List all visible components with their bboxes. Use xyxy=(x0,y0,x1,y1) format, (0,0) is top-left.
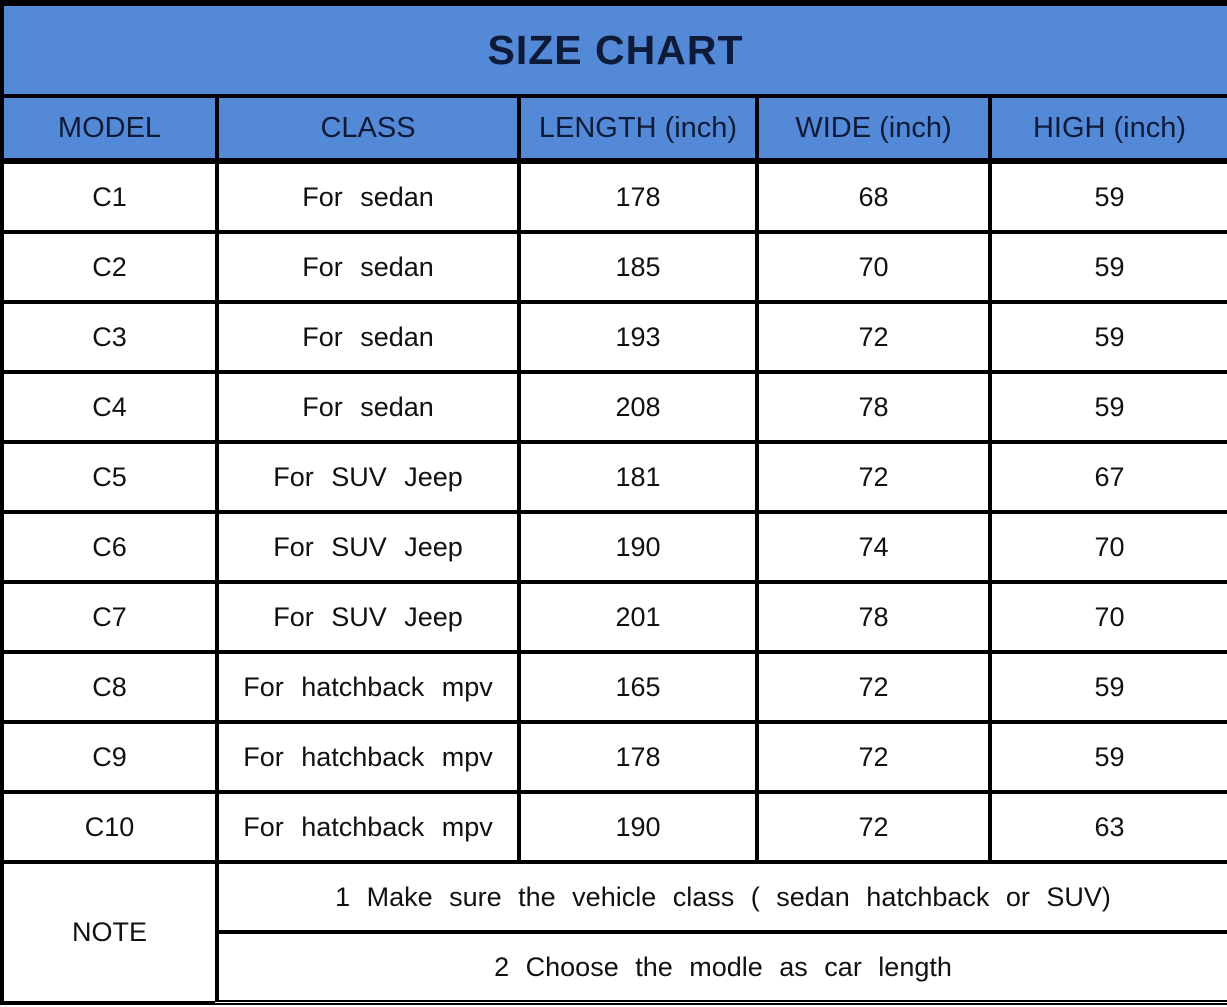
length-cell: 178 xyxy=(517,159,759,234)
model-cell: C5 xyxy=(0,440,219,514)
high-cell: 67 xyxy=(988,440,1227,514)
class-cell: For sedan xyxy=(215,230,521,304)
table-row: C9 For hatchback mpv 178 72 59 xyxy=(0,720,1227,794)
wide-cell: 70 xyxy=(755,230,992,304)
page-title: SIZE CHART xyxy=(0,0,1227,98)
wide-cell: 72 xyxy=(755,790,992,864)
table-row: C3 For sedan 193 72 59 xyxy=(0,300,1227,374)
class-cell: For SUV Jeep xyxy=(215,510,521,584)
model-cell: C4 xyxy=(0,370,219,444)
model-cell: C3 xyxy=(0,300,219,374)
high-cell: 70 xyxy=(988,510,1227,584)
class-cell: For hatchback mpv xyxy=(215,720,521,794)
class-cell: For sedan xyxy=(215,300,521,374)
wide-cell: 72 xyxy=(755,650,992,724)
high-cell: 59 xyxy=(988,159,1227,234)
high-cell: 59 xyxy=(988,300,1227,374)
model-cell: C1 xyxy=(0,159,219,234)
model-cell: C7 xyxy=(0,580,219,654)
model-cell: C8 xyxy=(0,650,219,724)
column-header-row: MODEL CLASS LENGTH (inch) WIDE (inch) HI… xyxy=(0,94,1227,164)
high-cell: 63 xyxy=(988,790,1227,864)
column-header-model: MODEL xyxy=(0,94,219,164)
column-header-length: LENGTH (inch) xyxy=(517,94,759,164)
length-cell: 185 xyxy=(517,230,759,304)
model-cell: C10 xyxy=(0,790,219,864)
note-label: NOTE xyxy=(0,860,219,1005)
class-cell: For hatchback mpv xyxy=(215,790,521,864)
class-cell: For sedan xyxy=(215,370,521,444)
column-header-class: CLASS xyxy=(215,94,521,164)
length-cell: 165 xyxy=(517,650,759,724)
high-cell: 59 xyxy=(988,720,1227,794)
wide-cell: 74 xyxy=(755,510,992,584)
length-cell: 181 xyxy=(517,440,759,514)
note-text-1: 1 Make sure the vehicle class ( sedan ha… xyxy=(215,860,1227,934)
length-cell: 190 xyxy=(517,790,759,864)
table-row: C5 For SUV Jeep 181 72 67 xyxy=(0,440,1227,514)
wide-cell: 72 xyxy=(755,720,992,794)
table-row: C6 For SUV Jeep 190 74 70 xyxy=(0,510,1227,584)
title-row: SIZE CHART xyxy=(0,0,1227,98)
class-cell: For SUV Jeep xyxy=(215,440,521,514)
class-cell: For hatchback mpv xyxy=(215,650,521,724)
length-cell: 190 xyxy=(517,510,759,584)
high-cell: 70 xyxy=(988,580,1227,654)
table-row: C8 For hatchback mpv 165 72 59 xyxy=(0,650,1227,724)
table-row: C4 For sedan 208 78 59 xyxy=(0,370,1227,444)
table-row: C1 For sedan 178 68 59 xyxy=(0,159,1227,234)
model-cell: C6 xyxy=(0,510,219,584)
class-cell: For SUV Jeep xyxy=(215,580,521,654)
high-cell: 59 xyxy=(988,370,1227,444)
wide-cell: 72 xyxy=(755,440,992,514)
note-text-2: 2 Choose the modle as car length xyxy=(215,930,1227,1005)
high-cell: 59 xyxy=(988,650,1227,724)
wide-cell: 68 xyxy=(755,159,992,234)
column-header-wide: WIDE (inch) xyxy=(755,94,992,164)
model-cell: C9 xyxy=(0,720,219,794)
wide-cell: 78 xyxy=(755,370,992,444)
length-cell: 193 xyxy=(517,300,759,374)
table-row: C10 For hatchback mpv 190 72 63 xyxy=(0,790,1227,864)
high-cell: 59 xyxy=(988,230,1227,304)
length-cell: 201 xyxy=(517,580,759,654)
class-cell: For sedan xyxy=(215,159,521,234)
wide-cell: 78 xyxy=(755,580,992,654)
table-row: C2 For sedan 185 70 59 xyxy=(0,230,1227,304)
length-cell: 208 xyxy=(517,370,759,444)
length-cell: 178 xyxy=(517,720,759,794)
wide-cell: 72 xyxy=(755,300,992,374)
model-cell: C2 xyxy=(0,230,219,304)
note-row-2: 2 Choose the modle as car length xyxy=(2,930,1227,1005)
table-row: C7 For SUV Jeep 201 78 70 xyxy=(0,580,1227,654)
note-row-1: NOTE 1 Make sure the vehicle class ( sed… xyxy=(0,860,1227,1005)
column-header-high: HIGH (inch) xyxy=(988,94,1227,164)
